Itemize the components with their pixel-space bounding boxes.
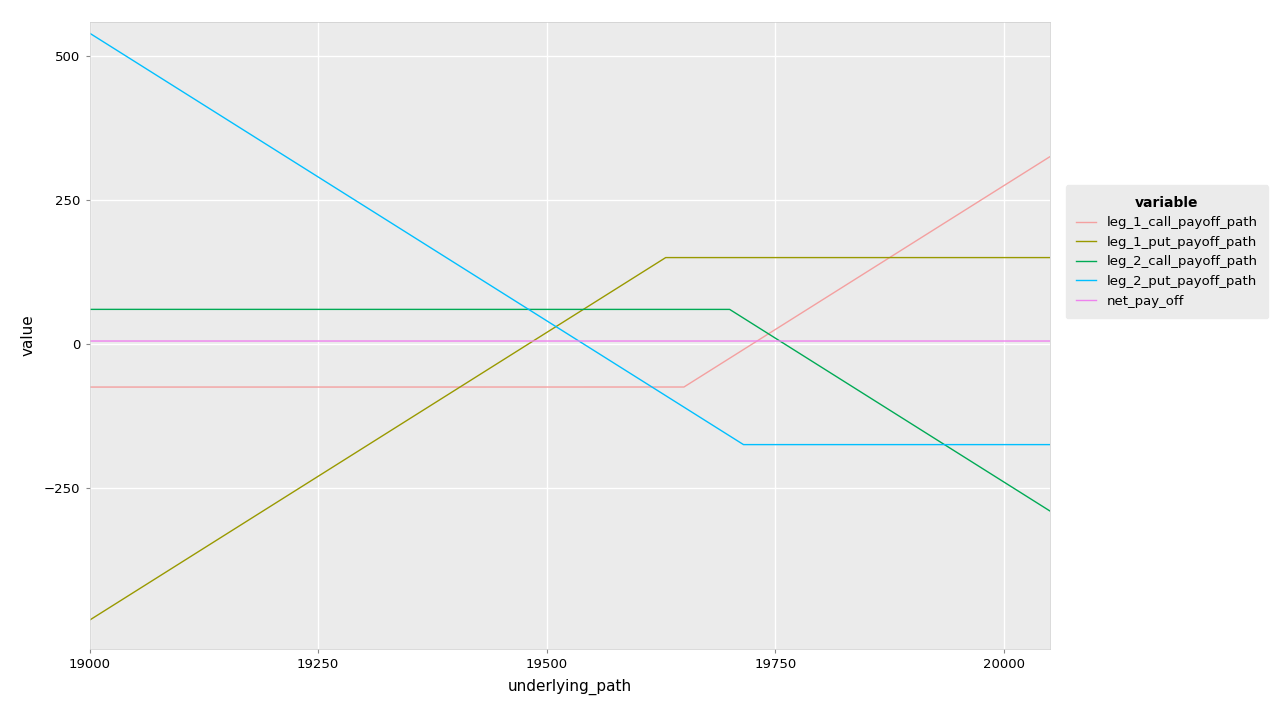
X-axis label: underlying_path: underlying_path [508,679,631,696]
net_pay_off [658,337,673,345]
leg_1_put_payoff_path [872,253,887,262]
leg_1_put_payoff_path [799,253,814,262]
net_pay_off [707,337,722,345]
leg_1_call_payoff_path [256,383,271,392]
net_pay_off [82,337,97,345]
Legend: leg_1_call_payoff_path, leg_1_put_payoff_path, leg_2_call_payoff_path, leg_2_put: leg_1_call_payoff_path, leg_1_put_payoff… [1066,185,1268,318]
leg_2_call_payoff_path [1042,506,1057,515]
leg_1_put_payoff_path [707,253,722,262]
net_pay_off [872,337,887,345]
leg_1_put_payoff_path [256,506,271,515]
leg_1_put_payoff_path [658,253,673,262]
leg_1_put_payoff_path [1042,253,1057,262]
leg_2_put_payoff_path [1042,441,1057,449]
leg_1_call_payoff_path [82,383,97,392]
net_pay_off [449,337,465,345]
leg_1_put_payoff_path [82,616,97,624]
leg_2_call_payoff_path [872,399,887,407]
leg_2_put_payoff_path [658,392,673,400]
leg_1_call_payoff_path [872,260,887,269]
leg_1_call_payoff_path [1042,153,1057,162]
leg_2_put_payoff_path [736,441,751,449]
Y-axis label: value: value [20,314,36,356]
leg_1_call_payoff_path [658,383,673,392]
leg_2_call_payoff_path [707,305,722,314]
leg_1_put_payoff_path [449,385,465,394]
leg_2_call_payoff_path [449,305,465,314]
Line: leg_1_call_payoff_path: leg_1_call_payoff_path [90,157,1050,387]
net_pay_off [1042,337,1057,345]
net_pay_off [799,337,814,345]
leg_2_put_payoff_path [799,441,814,449]
leg_1_call_payoff_path [707,364,722,373]
Line: leg_1_put_payoff_path: leg_1_put_payoff_path [90,257,1050,620]
leg_2_call_payoff_path [799,353,814,362]
leg_1_call_payoff_path [799,306,814,314]
leg_2_put_payoff_path [256,138,271,147]
leg_1_call_payoff_path [449,383,465,392]
net_pay_off [256,337,271,345]
Line: leg_2_call_payoff_path: leg_2_call_payoff_path [90,309,1050,510]
leg_2_put_payoff_path [82,29,97,37]
leg_2_put_payoff_path [872,441,887,449]
Line: leg_2_put_payoff_path: leg_2_put_payoff_path [90,33,1050,445]
leg_2_call_payoff_path [658,305,673,314]
leg_2_call_payoff_path [82,305,97,314]
leg_2_put_payoff_path [707,422,722,430]
leg_2_put_payoff_path [449,260,465,268]
leg_1_put_payoff_path [658,253,673,262]
leg_2_call_payoff_path [256,305,271,314]
